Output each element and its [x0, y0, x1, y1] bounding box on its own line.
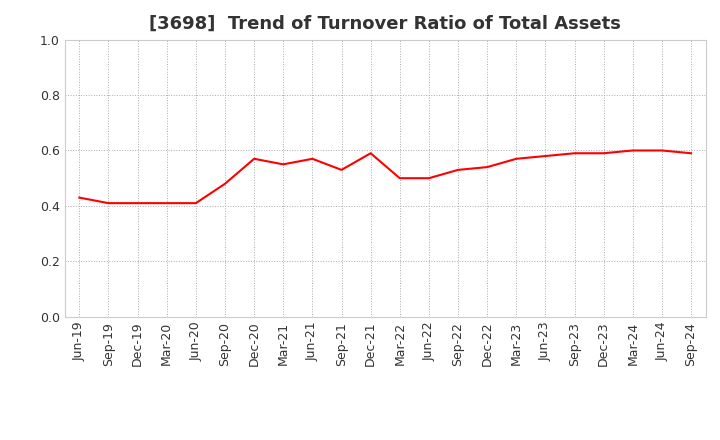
Title: [3698]  Trend of Turnover Ratio of Total Assets: [3698] Trend of Turnover Ratio of Total …	[149, 15, 621, 33]
